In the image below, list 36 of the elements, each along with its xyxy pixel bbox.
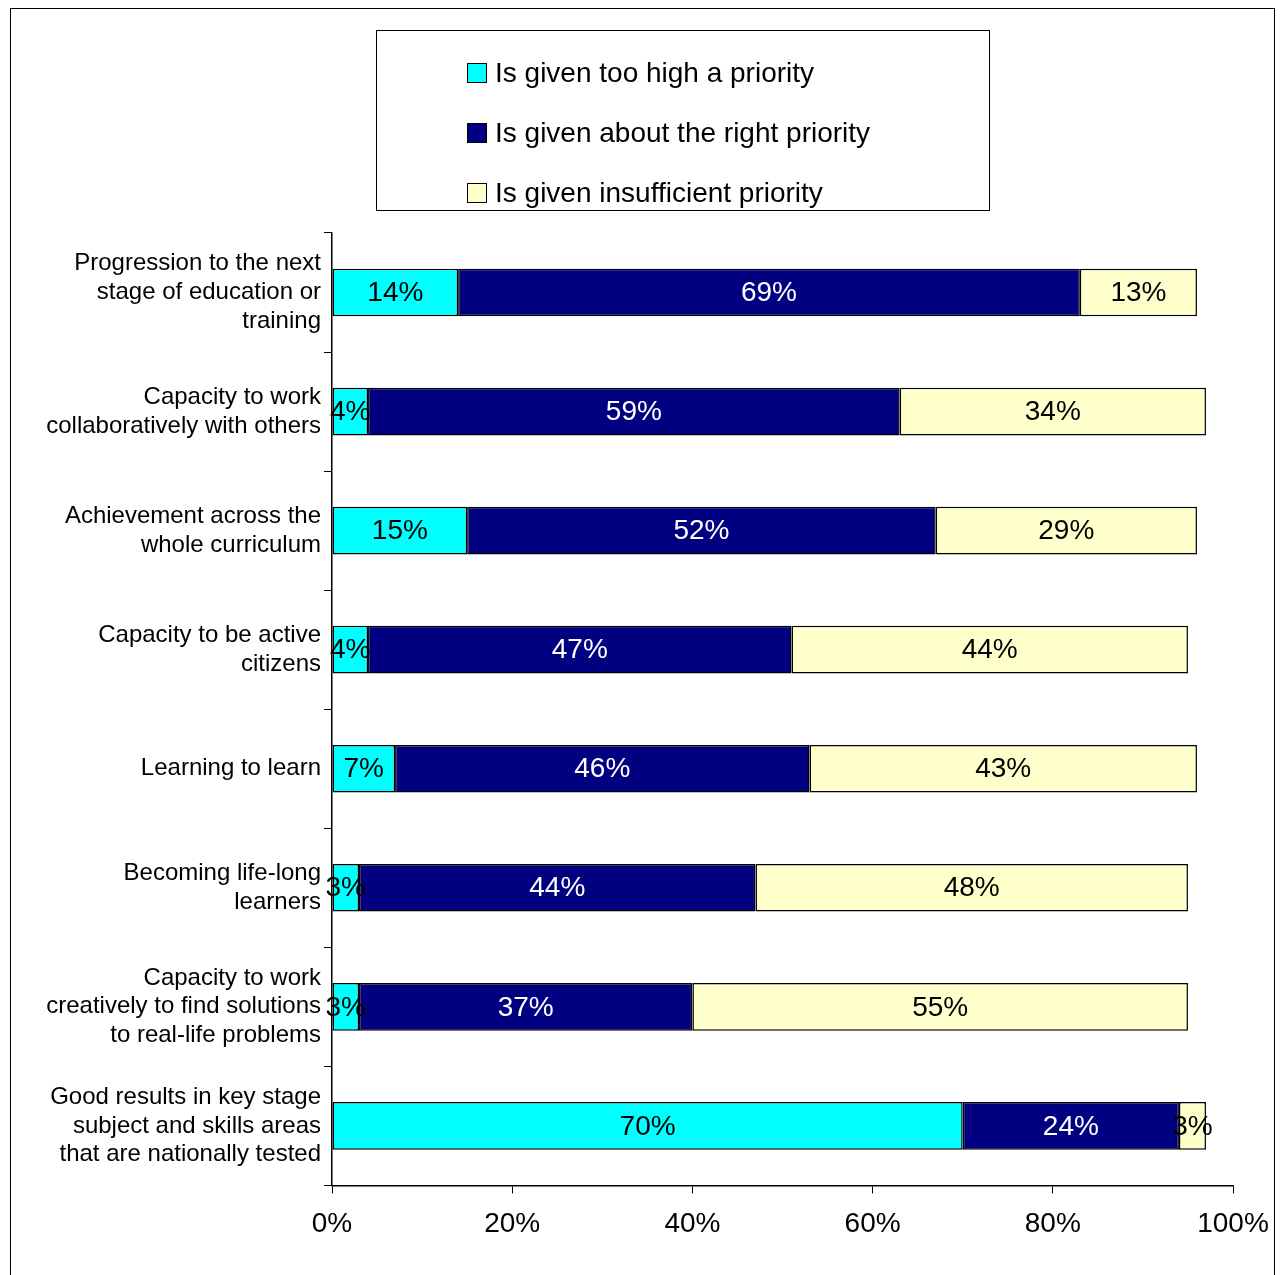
data-label: 47%: [551, 633, 608, 665]
y-tick-label: Capacity to work creatively to find solutions to real-life problems: [46, 962, 322, 1048]
data-label: 52%: [673, 514, 730, 546]
data-label: 44%: [961, 633, 1018, 665]
data-label: 48%: [943, 871, 1000, 903]
legend-label: Is given insufficient priority: [495, 177, 823, 209]
data-label: 70%: [619, 1109, 676, 1141]
data-label: 46%: [574, 752, 631, 784]
data-label: 44%: [529, 871, 586, 903]
data-label: 29%: [1038, 514, 1095, 546]
y-tick-label: Becoming life-long learners: [123, 858, 321, 914]
data-label: 13%: [1110, 276, 1167, 308]
data-label: 15%: [371, 514, 428, 546]
data-label: 7%: [343, 752, 385, 784]
y-tick-label: Good results in key stage subject and skills areas that are nationally tested: [50, 1081, 321, 1167]
x-tick-label: 40%: [664, 1206, 721, 1238]
x-tick-label: 100%: [1197, 1206, 1269, 1238]
x-tick-label: 0%: [311, 1206, 353, 1238]
x-tick-label: 80%: [1024, 1206, 1081, 1238]
y-tick-label: Achievement across the whole curriculum: [64, 500, 321, 557]
data-label: 43%: [975, 752, 1032, 784]
legend-label: Is given too high a priority: [495, 57, 815, 89]
y-tick-label: Capacity to work collaboratively with others: [46, 381, 322, 438]
data-label: 69%: [740, 276, 798, 308]
data-label: 14%: [367, 276, 424, 308]
data-label: 37%: [497, 990, 554, 1022]
y-tick-label: Learning to learn: [140, 753, 321, 781]
data-label: 34%: [1024, 395, 1081, 427]
x-tick-label: 20%: [484, 1206, 541, 1238]
x-tick-label: 60%: [844, 1206, 901, 1238]
y-tick-label: Capacity to be active citizens: [98, 619, 321, 676]
data-label: 24%: [1042, 1109, 1099, 1141]
data-label: 55%: [912, 990, 969, 1022]
y-tick-label: Progression to the next stage of education or training: [74, 248, 322, 333]
data-label: 59%: [605, 395, 662, 427]
legend-label: Is given about the right priority: [495, 117, 871, 149]
